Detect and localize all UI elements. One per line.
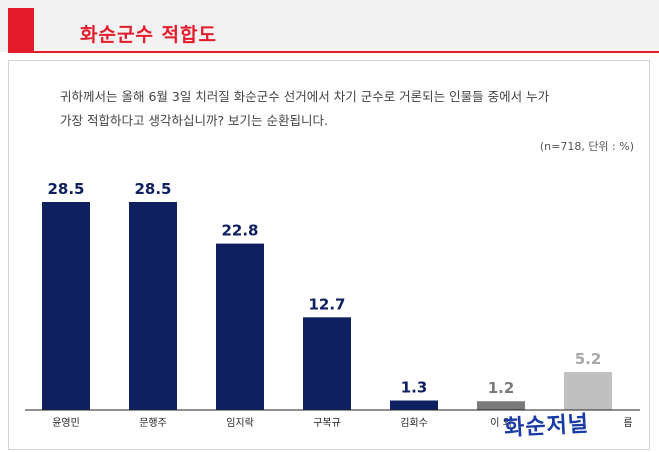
bar-6 [564,372,612,410]
survey-question-line-1: 귀하께서는 올해 6월 3일 치러질 화순군수 선거에서 차기 군수로 거론되는… [60,89,550,104]
category-label-4: 김회수 [400,417,428,429]
category-label-3: 구복규 [313,417,341,429]
header-bar: 화순군수 적합도 [0,0,659,52]
category-label-2: 임지락 [226,416,254,429]
bar-value-label-4: 1.3 [401,379,428,397]
bar-value-label-0: 28.5 [47,180,84,198]
bar-5 [477,401,525,410]
bar-value-label-6: 5.2 [575,350,602,368]
bar-value-label-2: 22.8 [221,222,258,240]
category-label-0: 윤영민 [52,417,80,429]
survey-question-line-2: 가장 적합하다고 생각하십니까? 보기는 순환됩니다. [60,113,329,128]
header-divider [8,51,659,53]
bar-value-label-1: 28.5 [134,180,171,198]
bar-0 [42,202,90,410]
bar-value-label-3: 12.7 [308,295,345,313]
survey-question: 귀하께서는 올해 6월 3일 치러질 화순군수 선거에서 차기 군수로 거론되는… [60,85,640,133]
category-label-1: 문행주 [139,417,167,429]
category-label-6: 름 [623,417,632,429]
bar-4 [390,400,438,410]
bar-1 [129,202,177,410]
category-label-5: 이 외 [490,417,512,429]
watermark-logo: 화순저널 [503,411,590,442]
bar-3 [303,317,351,410]
page-title: 화순군수 적합도 [80,24,217,46]
header-accent-block [8,8,34,52]
bar-2 [216,243,264,410]
sample-note: (n=718, 단위 : %) [539,140,634,153]
bar-value-label-5: 1.2 [488,379,515,397]
